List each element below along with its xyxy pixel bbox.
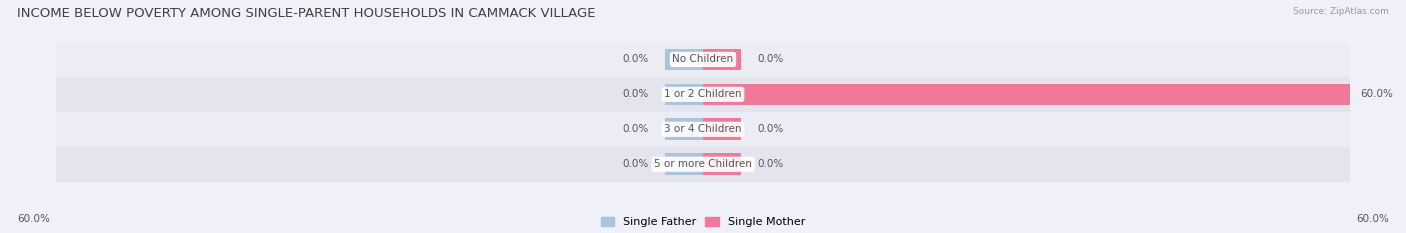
Bar <box>703 49 741 70</box>
Text: 0.0%: 0.0% <box>756 124 783 134</box>
Text: 0.0%: 0.0% <box>623 89 650 99</box>
Bar <box>665 84 703 105</box>
Bar <box>56 42 1350 77</box>
Text: 1 or 2 Children: 1 or 2 Children <box>664 89 742 99</box>
Bar <box>56 112 1350 147</box>
Text: 0.0%: 0.0% <box>623 124 650 134</box>
Bar <box>703 84 1350 105</box>
Text: 60.0%: 60.0% <box>1357 214 1389 224</box>
Bar <box>56 77 1350 112</box>
Text: 0.0%: 0.0% <box>756 55 783 64</box>
Text: 3 or 4 Children: 3 or 4 Children <box>664 124 742 134</box>
Bar <box>56 147 1350 182</box>
Text: 60.0%: 60.0% <box>17 214 49 224</box>
Text: 60.0%: 60.0% <box>1361 89 1393 99</box>
Text: Source: ZipAtlas.com: Source: ZipAtlas.com <box>1294 7 1389 16</box>
Text: 0.0%: 0.0% <box>623 55 650 64</box>
Bar <box>703 118 741 140</box>
Text: No Children: No Children <box>672 55 734 64</box>
Text: 5 or more Children: 5 or more Children <box>654 159 752 169</box>
Bar <box>665 118 703 140</box>
Bar <box>665 154 703 175</box>
Text: 0.0%: 0.0% <box>623 159 650 169</box>
Text: INCOME BELOW POVERTY AMONG SINGLE-PARENT HOUSEHOLDS IN CAMMACK VILLAGE: INCOME BELOW POVERTY AMONG SINGLE-PARENT… <box>17 7 595 20</box>
Bar <box>703 154 741 175</box>
Text: 0.0%: 0.0% <box>756 159 783 169</box>
Legend: Single Father, Single Mother: Single Father, Single Mother <box>600 217 806 227</box>
Bar <box>665 49 703 70</box>
